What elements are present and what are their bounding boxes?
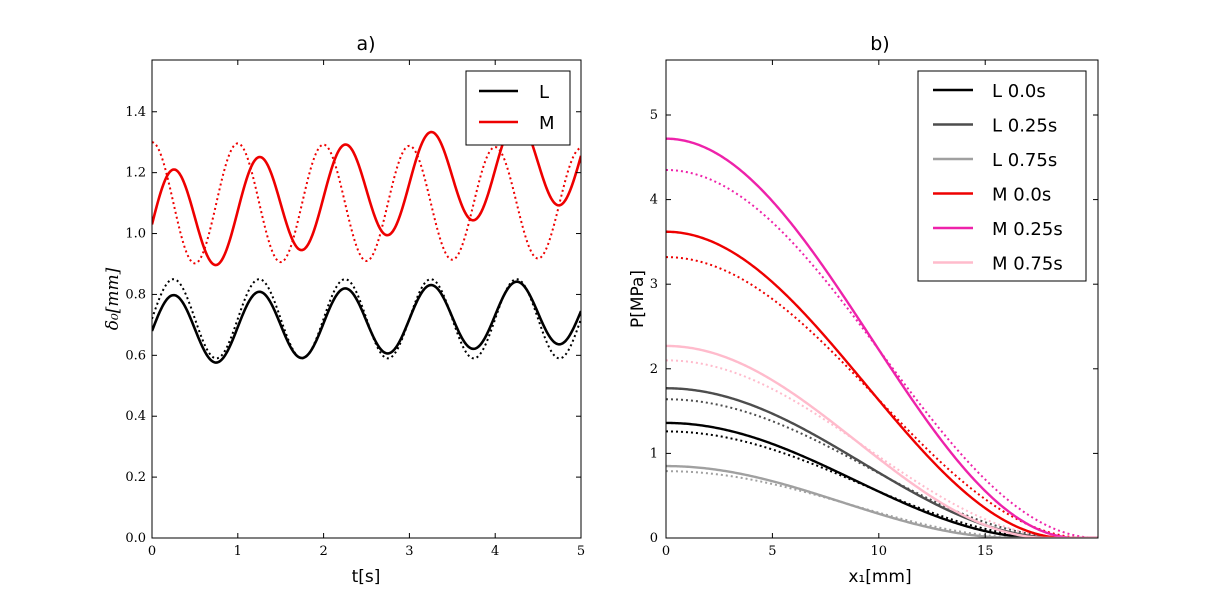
y-tick-label-a: 0.2 <box>125 470 146 485</box>
y-tick-label-a: 1.2 <box>125 166 146 181</box>
y-tick-label-a: 0.4 <box>125 409 146 424</box>
legend-b-label: L 0.0s <box>992 81 1046 102</box>
series-line-a-0 <box>152 280 581 364</box>
series-line-b-dotted-0 <box>666 430 1098 538</box>
x-tick-label-b: 15 <box>977 544 994 559</box>
y-tick-label-b: 0 <box>650 531 658 546</box>
y-tick-label-a: 1.4 <box>125 105 146 120</box>
x-tick-label-a: 2 <box>319 544 327 559</box>
y-tick-label-a: 1.0 <box>125 227 146 242</box>
chart-panel-a: 0 1 2 3 4 5 0.0 0.2 0.4 0.6 0.8 1.0 1.2 1.4 a) t[s] δ… <box>103 33 585 587</box>
legend-a-label: M <box>539 113 555 134</box>
legend-b: L 0.0s L 0.25s L 0.75s M 0.0s M 0.25s M 0.75s <box>917 70 1087 282</box>
y-tick-label-b: 4 <box>650 193 658 208</box>
x-tick-label-b: 5 <box>768 544 776 559</box>
x-tick-label-b: 0 <box>662 544 670 559</box>
legend-b-label: L 0.75s <box>992 150 1057 171</box>
legend-b-label: L 0.25s <box>992 116 1057 137</box>
series-line-b-0 <box>666 421 1098 538</box>
chart-b-title: b) <box>870 33 889 55</box>
plot-frame-b <box>665 59 1099 539</box>
y-tick-label-a: 0.8 <box>125 287 146 302</box>
y-tick-label-a: 0.0 <box>125 531 146 546</box>
chart-a-xlabel: t[s] <box>352 567 381 587</box>
legend-b-label: M 0.0s <box>992 185 1051 206</box>
legend-b-label: M 0.75s <box>992 254 1063 275</box>
chart-b-xlabel: x₁[mm] <box>848 567 911 587</box>
x-tick-label-a: 1 <box>234 544 242 559</box>
y-tick-label-b: 5 <box>650 108 658 123</box>
chart-a-ylabel: δ₀[mm] <box>103 267 123 330</box>
x-tick-label-a: 0 <box>148 544 156 559</box>
x-tick-label-a: 5 <box>577 544 585 559</box>
legend-b-label: M 0.25s <box>992 219 1063 240</box>
y-tick-label-b: 1 <box>650 446 658 461</box>
plot-frame-a <box>151 59 582 539</box>
legend-a-label: L <box>539 82 549 103</box>
y-tick-label-b: 2 <box>650 362 658 377</box>
y-tick-label-a: 0.6 <box>125 348 146 363</box>
legend-a: LM <box>465 70 571 146</box>
series-line-a-1 <box>152 278 581 360</box>
series-line-b-5 <box>666 344 1098 538</box>
series-line-b-3 <box>666 230 1098 538</box>
legend-b-box <box>917 70 1087 282</box>
series-line-b-dotted-5 <box>666 359 1098 538</box>
x-tick-label-a: 4 <box>491 544 499 559</box>
series-line-b-2 <box>666 464 1098 538</box>
series-line-a-3 <box>152 141 581 265</box>
y-tick-label-b: 3 <box>650 277 658 292</box>
series-line-b-4 <box>666 137 1098 538</box>
x-tick-label-a: 3 <box>405 544 413 559</box>
x-tick-label-b: 10 <box>871 544 888 559</box>
legend-a-box <box>465 70 571 146</box>
chart-a-title: a) <box>356 33 375 55</box>
chart-b-ylabel: P[MPa] <box>628 270 648 328</box>
